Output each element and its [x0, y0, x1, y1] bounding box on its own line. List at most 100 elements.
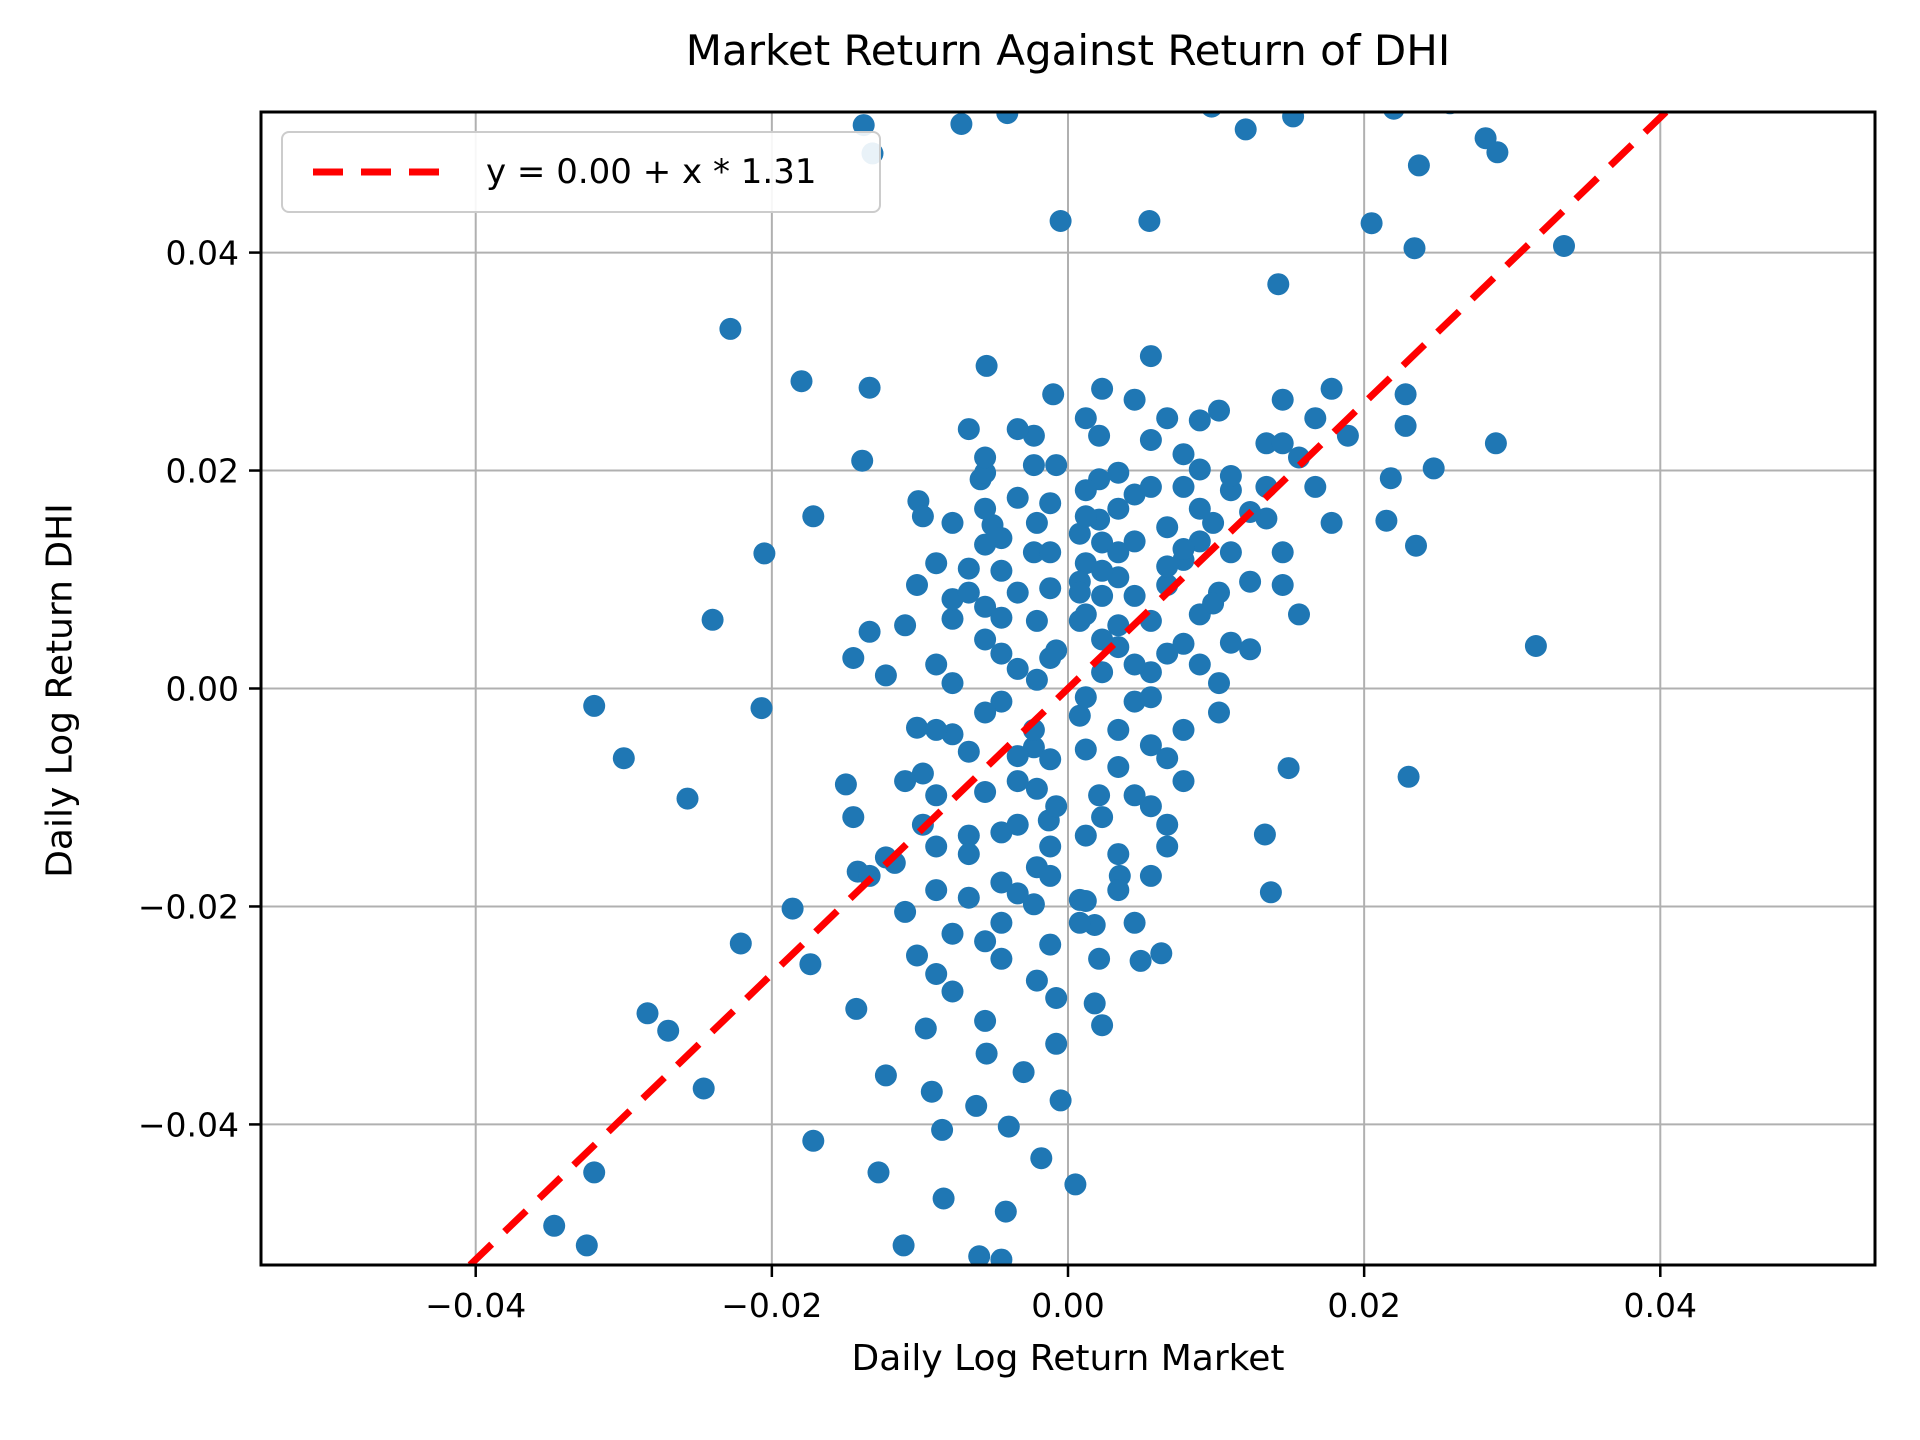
scatter-point	[957, 418, 980, 441]
scatter-point	[1172, 443, 1195, 466]
scatter-point	[957, 581, 980, 604]
scatter-point	[1074, 686, 1097, 709]
scatter-point	[957, 824, 980, 847]
scatter-point	[858, 620, 881, 643]
scatter-point	[1064, 1173, 1087, 1196]
scatter-point	[968, 1245, 991, 1265]
scatter-point	[1360, 212, 1383, 235]
scatter-point	[975, 1042, 998, 1065]
scatter-point	[1107, 614, 1130, 637]
scatter-point	[1271, 432, 1294, 455]
scatter-point	[1107, 497, 1130, 520]
scatter-point	[974, 628, 997, 651]
scatter-point	[1271, 541, 1294, 564]
scatter-point	[1150, 942, 1173, 965]
scatter-point	[1304, 475, 1327, 498]
scatter-point	[1030, 1147, 1053, 1170]
scatter-point	[925, 718, 948, 741]
scatter-point	[1486, 141, 1509, 164]
scatter-layer	[543, 84, 1575, 1265]
scatter-point	[1006, 882, 1029, 905]
scatter-point	[1138, 210, 1161, 232]
scatter-point	[957, 843, 980, 866]
scatter-point	[1188, 409, 1211, 432]
scatter-point	[781, 897, 804, 920]
scatter-point	[1255, 432, 1278, 455]
scatter-point	[1091, 559, 1114, 582]
scatter-point	[1139, 661, 1162, 684]
scatter-point	[894, 900, 917, 923]
scatter-point	[1049, 210, 1072, 232]
scatter-point	[974, 1009, 997, 1032]
scatter-point	[1039, 748, 1062, 771]
scatter-point	[957, 557, 980, 580]
scatter-point	[867, 1161, 890, 1184]
scatter-point	[1074, 552, 1097, 575]
scatter-point	[1006, 745, 1029, 768]
scatter-point	[1156, 516, 1179, 539]
scatter-point	[1022, 541, 1045, 564]
scatter-point	[1039, 492, 1062, 515]
y-tick-label: 0.02	[166, 452, 239, 491]
scatter-point	[858, 376, 881, 399]
scatter-point	[1139, 686, 1162, 709]
scatter-point	[1074, 738, 1097, 761]
scatter-point	[1484, 432, 1507, 455]
scatter-point	[657, 1019, 680, 1042]
scatter-point	[974, 701, 997, 724]
scatter-point	[1074, 505, 1097, 528]
scatter-point	[1202, 511, 1225, 534]
scatter-point	[1091, 661, 1114, 684]
scatter-point	[1202, 592, 1225, 615]
scatter-point	[974, 446, 997, 469]
scatter-point	[1074, 603, 1097, 626]
scatter-point	[1091, 377, 1114, 400]
scatter-point	[1188, 458, 1211, 481]
legend-dash-sample	[313, 168, 454, 176]
scatter-point	[957, 740, 980, 763]
scatter-point	[1068, 522, 1091, 545]
scatter-point	[925, 963, 948, 985]
scatter-point	[1025, 668, 1048, 691]
scatter-point	[1271, 574, 1294, 596]
scatter-point	[1091, 531, 1114, 554]
scatter-point	[1107, 636, 1130, 659]
scatter-point	[1074, 479, 1097, 502]
scatter-point	[1172, 632, 1195, 655]
scatter-point	[1045, 987, 1068, 1009]
scatter-point	[543, 1214, 566, 1237]
scatter-point	[729, 932, 752, 955]
scatter-point	[925, 653, 948, 676]
scatter-point	[931, 1118, 954, 1141]
scatter-point	[791, 84, 813, 106]
y-tick-label: −0.02	[138, 887, 239, 926]
scatter-point	[1123, 911, 1146, 934]
scatter-point	[941, 672, 964, 695]
scatter-point	[1172, 475, 1195, 498]
scatter-point	[1039, 577, 1062, 600]
scatter-point	[957, 886, 980, 909]
scatter-point	[1156, 813, 1179, 836]
scatter-point	[894, 770, 917, 793]
scatter-point	[1123, 388, 1146, 411]
scatter-point	[1039, 541, 1062, 564]
scatter-point	[1039, 864, 1062, 887]
scatter-point	[906, 574, 928, 596]
scatter-point	[676, 787, 699, 810]
scatter-point	[1139, 734, 1162, 757]
scatter-point	[1107, 879, 1130, 902]
scatter-point	[1049, 1089, 1072, 1112]
scatter-point	[1025, 511, 1048, 534]
scatter-point	[1006, 486, 1029, 509]
scatter-point	[701, 608, 724, 631]
scatter-point	[802, 1129, 825, 1152]
scatter-point	[1188, 530, 1211, 553]
scatter-point	[1068, 581, 1091, 604]
scatter-point	[996, 112, 1019, 125]
scatter-point	[1239, 570, 1262, 593]
scatter-point	[990, 947, 1013, 970]
scatter-point	[1336, 424, 1359, 447]
scatter-point	[1253, 823, 1276, 846]
scatter-point	[990, 871, 1013, 894]
scatter-point	[1239, 638, 1262, 661]
